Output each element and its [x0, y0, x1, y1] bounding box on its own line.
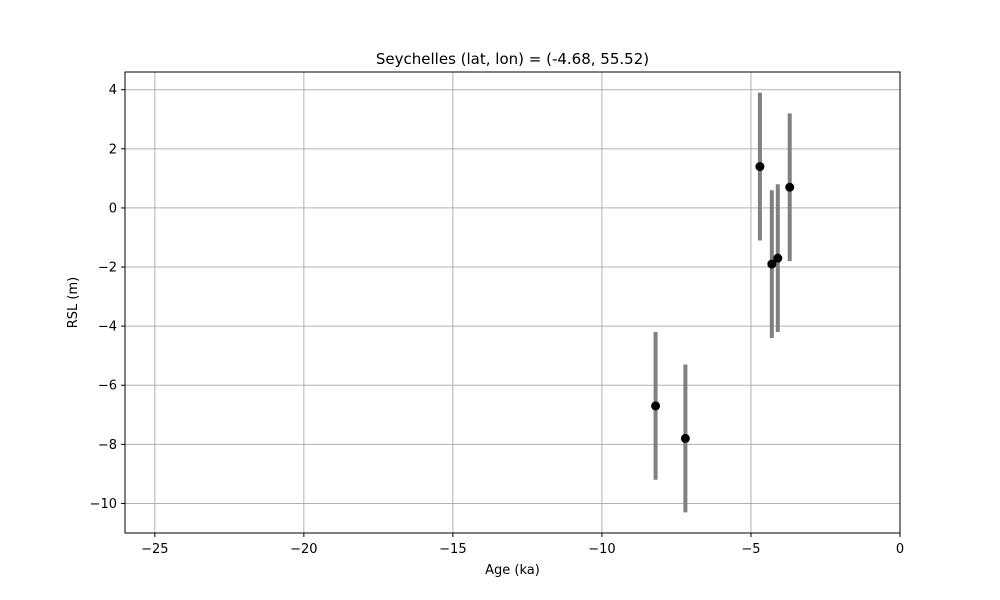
- data-point: [767, 259, 777, 269]
- chart-title: Seychelles (lat, lon) = (-4.68, 55.52): [376, 50, 649, 68]
- data-points: [651, 162, 795, 443]
- x-tick-label: −5: [741, 542, 760, 557]
- x-tick-label: −10: [588, 542, 615, 557]
- x-tick-label: −15: [439, 542, 466, 557]
- plot-frame: [124, 71, 901, 534]
- y-tick-label: 2: [109, 142, 117, 157]
- data-point: [773, 253, 783, 263]
- y-tick-label: −2: [98, 261, 117, 276]
- y-tick-label: 0: [109, 201, 117, 216]
- error-bars: [653, 92, 792, 513]
- data-point: [785, 182, 795, 192]
- data-point: [755, 162, 765, 172]
- x-tick-label: −20: [290, 542, 317, 557]
- data-point: [651, 401, 661, 411]
- y-tick-label: −4: [98, 320, 117, 335]
- grid: [125, 72, 901, 533]
- x-tick-label: 0: [896, 542, 904, 557]
- y-tick-label: −8: [98, 438, 117, 453]
- x-axis-label: Age (ka): [485, 563, 540, 578]
- x-tick-label: −25: [141, 542, 168, 557]
- y-tick-label: 4: [109, 83, 117, 98]
- y-tick-label: −10: [90, 497, 117, 512]
- data-point: [680, 433, 690, 443]
- y-axis-label: RSL (m): [66, 277, 81, 328]
- y-tick-label: −6: [98, 379, 117, 394]
